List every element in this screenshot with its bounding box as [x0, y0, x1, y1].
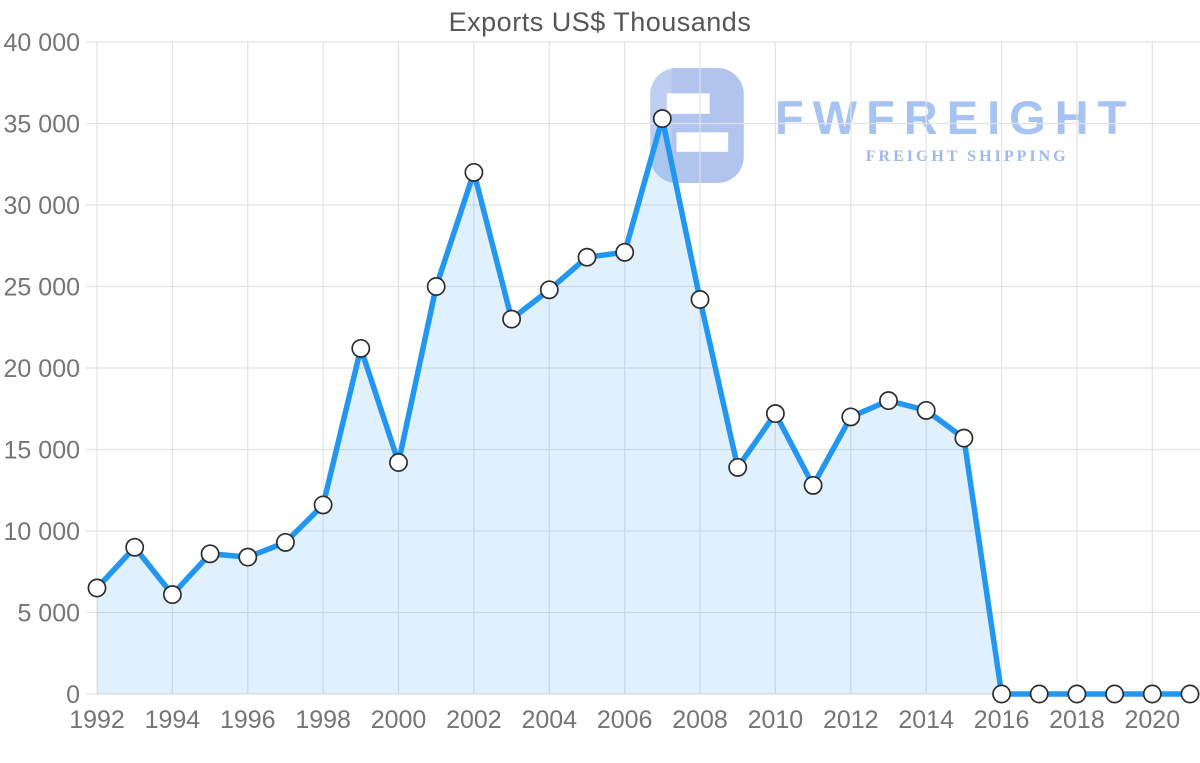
data-point-2004[interactable] [539, 280, 559, 300]
x-tick-label-1996: 1996 [220, 706, 276, 734]
data-point-2015[interactable] [954, 428, 974, 448]
data-point-2016[interactable] [992, 684, 1012, 704]
fwfreight-logo-textblock: FWFREIGHT FREIGHT SHIPPING [775, 68, 1135, 166]
y-tick-label-10000: 10 000 [4, 518, 80, 546]
y-tick-label-0: 0 [66, 681, 80, 709]
x-tick-label-1994: 1994 [145, 706, 201, 734]
x-tick-label-2016: 2016 [974, 706, 1030, 734]
data-point-1998[interactable] [313, 495, 333, 515]
data-point-2018[interactable] [1067, 684, 1087, 704]
data-point-2003[interactable] [502, 309, 522, 329]
fwfreight-logo-tagline: FREIGHT SHIPPING [865, 148, 1069, 165]
y-tick-label-30000: 30 000 [4, 192, 80, 220]
x-tick-label-2018: 2018 [1049, 706, 1105, 734]
data-point-2005[interactable] [577, 247, 597, 267]
x-tick-label-2006: 2006 [597, 706, 653, 734]
y-tick-label-25000: 25 000 [4, 274, 80, 302]
x-tick-label-2002: 2002 [446, 706, 502, 734]
data-point-1999[interactable] [351, 338, 371, 358]
x-tick-label-2014: 2014 [898, 706, 954, 734]
data-point-2021[interactable] [1180, 684, 1200, 704]
fwfreight-logo-icon [650, 68, 744, 183]
data-point-2013[interactable] [879, 391, 898, 411]
chart-title: Exports US$ Thousands [448, 7, 752, 37]
data-point-2017[interactable] [1029, 684, 1049, 704]
y-tick-label-15000: 15 000 [4, 437, 80, 465]
x-tick-label-2004: 2004 [521, 706, 577, 734]
x-tick-label-2010: 2010 [748, 706, 804, 734]
data-point-2019[interactable] [1105, 684, 1125, 704]
data-point-2012[interactable] [841, 407, 861, 427]
data-point-2000[interactable] [389, 453, 408, 472]
data-point-2014[interactable] [916, 400, 936, 420]
data-point-2002[interactable] [464, 162, 484, 182]
data-point-2011[interactable] [803, 475, 823, 495]
x-tick-label-1998: 1998 [295, 706, 351, 734]
data-point-1997[interactable] [275, 532, 295, 552]
y-tick-label-5000: 5 000 [17, 600, 80, 628]
series-area-fill [97, 118, 1190, 695]
data-point-2007[interactable] [652, 109, 672, 129]
y-tick-label-40000: 40 000 [4, 29, 80, 57]
data-point-1995[interactable] [200, 544, 220, 564]
x-tick-label-2000: 2000 [371, 706, 427, 734]
data-point-2006[interactable] [615, 242, 635, 262]
x-tick-label-2008: 2008 [672, 706, 728, 734]
data-point-2010[interactable] [765, 404, 785, 424]
x-tick-label-1992: 1992 [69, 706, 125, 734]
fwfreight-watermark: FWFREIGHT FREIGHT SHIPPING [649, 68, 1135, 183]
fwfreight-logo-text: FWFREIGHT [775, 91, 1136, 144]
data-point-1993[interactable] [125, 537, 145, 557]
data-point-2020[interactable] [1142, 684, 1162, 704]
x-tick-label-2020: 2020 [1124, 706, 1180, 734]
y-tick-label-35000: 35 000 [4, 111, 80, 139]
x-tick-label-2012: 2012 [823, 706, 879, 734]
data-point-2001[interactable] [426, 277, 446, 296]
logo-icon-notch-top [666, 93, 710, 114]
data-point-2009[interactable] [728, 457, 748, 477]
data-point-1994[interactable] [162, 585, 182, 605]
data-point-1996[interactable] [238, 547, 258, 567]
data-point-2008[interactable] [690, 290, 710, 309]
y-tick-label-20000: 20 000 [4, 355, 80, 383]
data-point-1992[interactable] [87, 578, 107, 598]
logo-icon-notch-bottom [676, 132, 729, 152]
